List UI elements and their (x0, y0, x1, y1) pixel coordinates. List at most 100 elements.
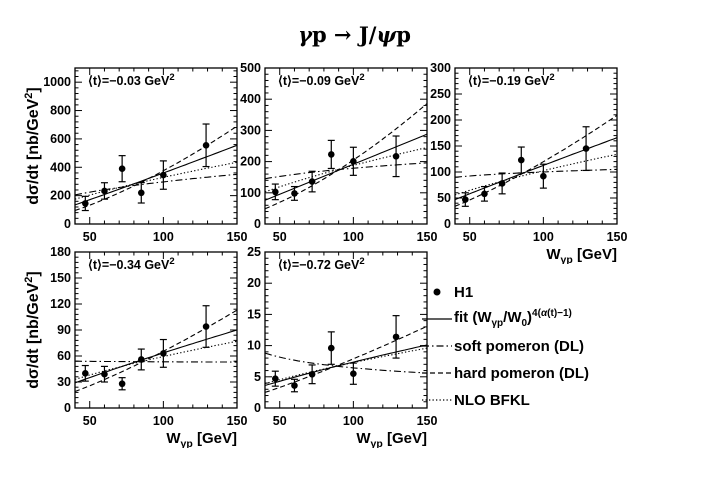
plot-frame (264, 251, 428, 409)
tick-labels: 50 100 150 0 5 10 15 20 25 (247, 245, 437, 428)
x-axis-title: Wγp [GeV] (356, 430, 427, 448)
legend-label: fit (Wγp/W0)4(α(t)−1) (454, 308, 572, 329)
svg-text:500: 500 (240, 61, 261, 75)
svg-text:100: 100 (533, 230, 554, 244)
svg-text:15: 15 (247, 307, 261, 321)
svg-text:100: 100 (153, 230, 174, 244)
data-points (81, 123, 210, 212)
svg-text:150: 150 (50, 271, 71, 285)
panel-t-label: ⟨t⟩=−0.72 GeV2 (278, 256, 365, 272)
figure-title: γp → J/ψp (298, 22, 411, 47)
svg-text:150: 150 (227, 414, 247, 428)
legend-marker-point-icon (433, 288, 441, 296)
svg-text:400: 400 (50, 160, 71, 174)
curve-soft_pomeron (264, 352, 428, 374)
curve-soft_pomeron (74, 173, 238, 196)
svg-text:150: 150 (607, 230, 627, 244)
curve-nlo_bfkl (454, 153, 618, 196)
svg-text:5: 5 (254, 370, 261, 384)
curve-hard_pomeron (74, 125, 238, 212)
data-points (81, 305, 210, 391)
axis-ticks (265, 67, 428, 224)
panel-t-label: ⟨t⟩=−0.09 GeV2 (278, 72, 365, 88)
axis-ticks (75, 68, 238, 224)
panel-svg-0: 50 100 150 0 200 400 600 800 1000 ⟨t⟩=−0.03 GeV2 d… (23, 67, 247, 244)
panel-t-label: ⟨t⟩=−0.03 GeV2 (88, 72, 175, 88)
curve-fit (264, 133, 428, 201)
svg-text:600: 600 (50, 132, 71, 146)
x-axis-title: Wγp [GeV] (546, 246, 617, 264)
svg-text:200: 200 (240, 155, 261, 169)
curve-hard_pomeron (454, 114, 618, 207)
axis-ticks (75, 251, 238, 408)
legend-label: hard pomeron (DL) (454, 364, 589, 382)
svg-text:150: 150 (430, 139, 451, 153)
svg-text:1000: 1000 (43, 75, 71, 89)
panel-svg-3: 50 100 150 0 30 60 90 120 150 180 ⟨t⟩=−0.34 GeV2 Wγ… (23, 245, 247, 448)
panel-t-label: ⟨t⟩=−0.34 GeV2 (88, 256, 175, 272)
svg-text:250: 250 (430, 87, 451, 101)
svg-text:100: 100 (343, 230, 364, 244)
y-axis-title: dσ/dt [nb/GeV2] (23, 87, 42, 205)
legend-marker-solid-icon (422, 318, 452, 320)
y-axis-title: dσ/dt [nb/GeV2] (23, 271, 42, 389)
legend-label: NLO BFKL (454, 391, 530, 409)
curve-fit (74, 144, 238, 206)
legend-item-2: soft pomeron (DL) (420, 337, 680, 355)
svg-text:300: 300 (240, 123, 261, 137)
legend-item-0: H1 (420, 283, 680, 301)
svg-text:200: 200 (430, 113, 451, 127)
curve-hard_pomeron (264, 103, 428, 210)
legend-marker-dotted-icon (422, 399, 452, 401)
plot-frame (74, 67, 238, 225)
svg-text:0: 0 (254, 401, 261, 415)
curve-soft_pomeron (454, 168, 618, 178)
tick-labels: 50 100 150 0 100 200 300 400 500 (240, 61, 437, 244)
svg-text:20: 20 (247, 276, 261, 290)
svg-text:90: 90 (57, 323, 71, 337)
data-points (461, 126, 590, 207)
tick-labels: 50 100 150 0 30 60 90 120 150 180 (50, 245, 247, 428)
svg-text:25: 25 (247, 245, 261, 259)
svg-text:50: 50 (83, 230, 97, 244)
curve-soft_pomeron (264, 162, 428, 180)
legend-item-3: hard pomeron (DL) (420, 364, 680, 382)
axis-ticks (455, 67, 618, 224)
panel-svg-4: 50 100 150 0 5 10 15 20 25 ⟨t⟩=−0.72 GeV2 Wγp [GeV… (247, 245, 437, 448)
svg-text:800: 800 (50, 104, 71, 118)
curve-hard_pomeron (264, 325, 428, 393)
svg-text:50: 50 (273, 414, 287, 428)
svg-text:50: 50 (463, 230, 477, 244)
plot-frame (454, 67, 618, 225)
legend: H1 fit (Wγp/W0)4(α(t)−1) soft pomeron (DL)… (420, 283, 680, 418)
svg-text:150: 150 (227, 230, 247, 244)
svg-text:10: 10 (247, 339, 261, 353)
svg-text:30: 30 (57, 375, 71, 389)
curve-fit (264, 344, 428, 387)
tick-labels: 50 100 150 0 50 100 150 200 250 300 (430, 61, 627, 244)
svg-text:0: 0 (64, 217, 71, 231)
tick-labels: 50 100 150 0 200 400 600 800 1000 (43, 75, 247, 244)
svg-text:300: 300 (430, 61, 451, 75)
x-axis-title: Wγp [GeV] (166, 430, 237, 448)
legend-marker-dashed-icon (422, 372, 452, 374)
svg-text:100: 100 (430, 165, 451, 179)
curve-fit (454, 137, 618, 201)
legend-item-4: NLO BFKL (420, 391, 680, 409)
svg-text:0: 0 (254, 217, 261, 231)
legend-label: H1 (454, 283, 474, 301)
svg-text:200: 200 (50, 189, 71, 203)
axis-ticks (265, 251, 428, 408)
svg-text:150: 150 (417, 230, 437, 244)
panel-svg-1: 50 100 150 0 100 200 300 400 500 ⟨t⟩=−0.09 GeV2 (240, 61, 437, 244)
svg-text:100: 100 (240, 186, 261, 200)
svg-text:50: 50 (437, 191, 451, 205)
svg-text:150: 150 (417, 414, 437, 428)
legend-item-1: fit (Wγp/W0)4(α(t)−1) (420, 308, 680, 329)
plot-frame (264, 67, 428, 225)
legend-label: soft pomeron (DL) (454, 337, 584, 355)
curve-nlo_bfkl (74, 340, 238, 380)
svg-text:0: 0 (444, 217, 451, 231)
data-points (271, 315, 400, 393)
